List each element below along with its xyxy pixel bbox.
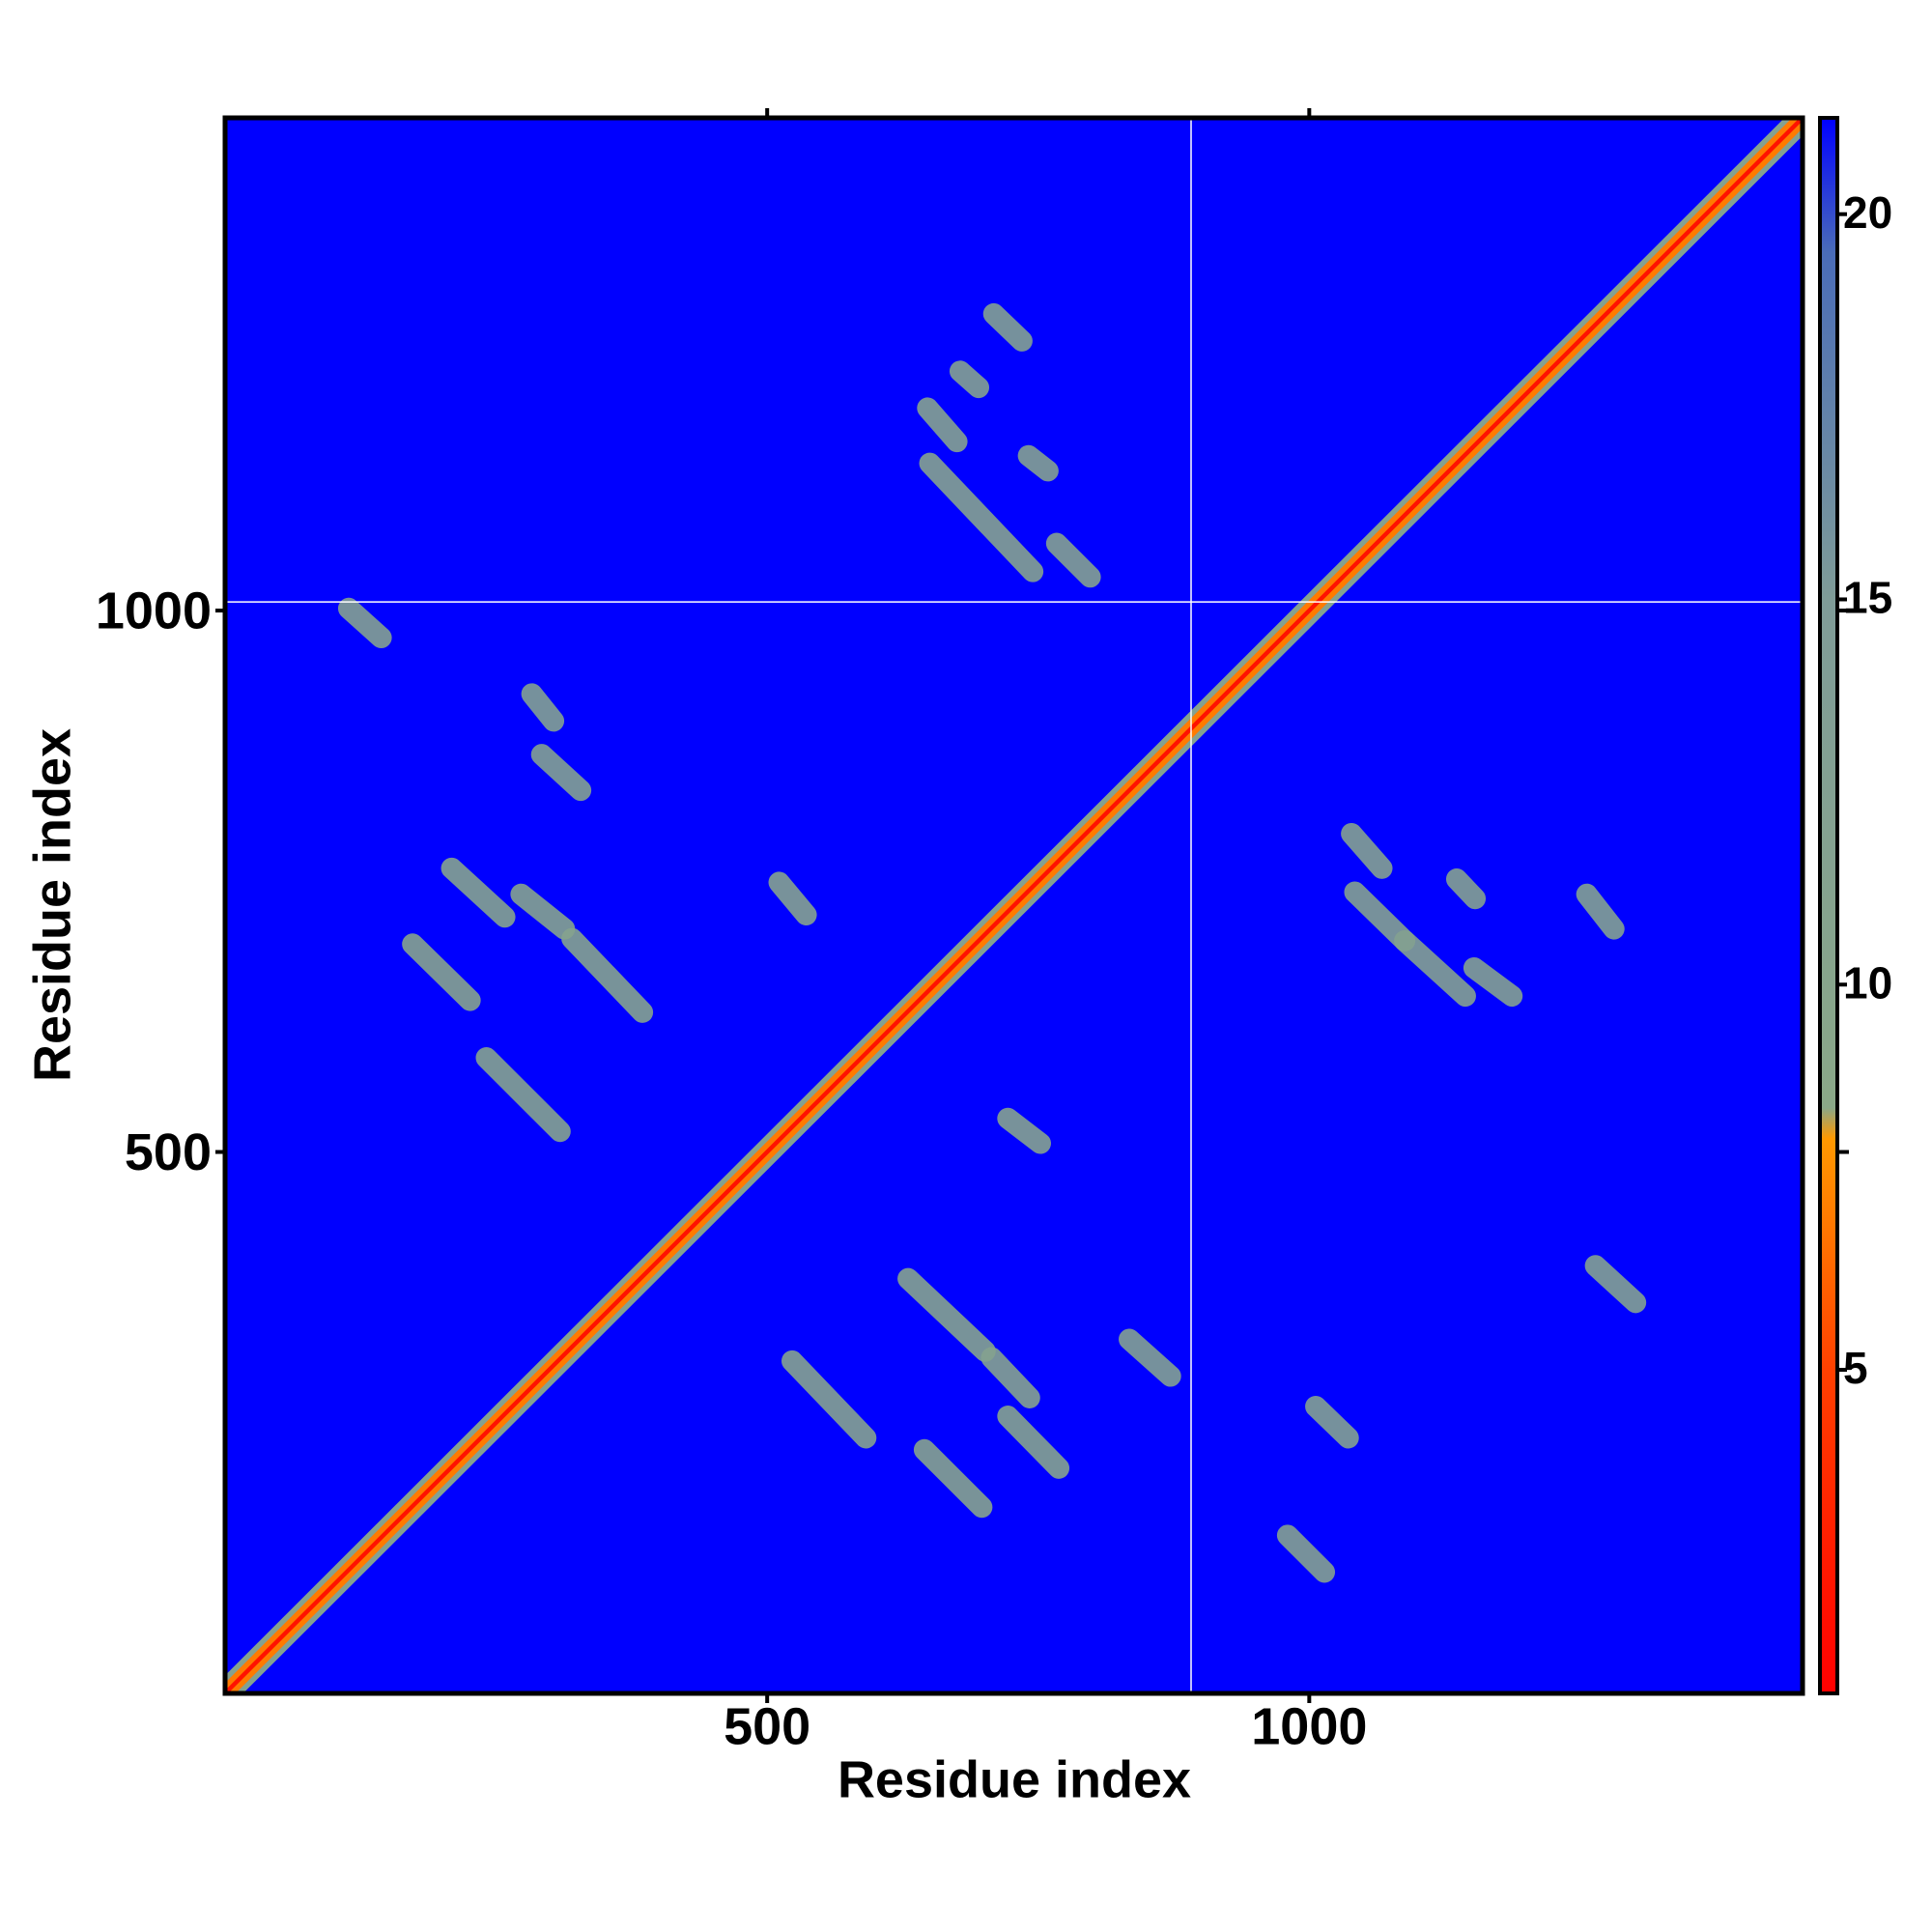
contact-streak xyxy=(982,302,1033,352)
diagonal-band xyxy=(225,118,1803,1693)
contact-streak xyxy=(1017,444,1059,482)
x-tick-label: 500 xyxy=(724,1697,810,1755)
contact-streak xyxy=(1305,1395,1359,1449)
colorbar-tick-label: 20 xyxy=(1843,187,1892,238)
contact-streak xyxy=(402,933,481,1011)
contact-streak xyxy=(1445,868,1487,910)
colorbar-tick-label: 5 xyxy=(1843,1343,1868,1393)
contact-streak xyxy=(530,744,592,802)
contact-streak xyxy=(1276,1524,1336,1583)
contact-streak xyxy=(1576,883,1625,940)
contact-streak xyxy=(475,1046,571,1143)
contact-streak xyxy=(913,1438,993,1519)
contact-streak xyxy=(561,927,654,1023)
contact-streak xyxy=(768,871,817,926)
contact-streak xyxy=(980,1347,1040,1408)
contact-streak xyxy=(997,1406,1070,1479)
contact-streak xyxy=(917,397,968,453)
contact-streak xyxy=(1394,929,1476,1008)
contact-streak xyxy=(1463,956,1523,1008)
colorbar-tick-label: 15 xyxy=(1843,573,1892,623)
contact-streak xyxy=(1584,1255,1647,1314)
contact-streak xyxy=(949,360,990,399)
contact-streak xyxy=(521,683,565,732)
x-axis-label: Residue index xyxy=(838,1750,1191,1808)
contact-streak xyxy=(440,857,516,928)
colorbar-tick-label: 10 xyxy=(1843,957,1892,1008)
contact-streak xyxy=(781,1350,877,1449)
contact-streak xyxy=(919,452,1044,582)
contact-streak xyxy=(1344,881,1416,952)
contact-streak xyxy=(337,597,392,649)
colorbar xyxy=(1818,116,1839,1695)
y-tick-label: 500 xyxy=(125,1123,212,1181)
x-tick-label: 1000 xyxy=(1251,1697,1367,1755)
contact-streak xyxy=(1119,1328,1181,1387)
y-axis-label: Residue index xyxy=(23,728,81,1082)
plot-area xyxy=(225,118,1803,1693)
contact-streak xyxy=(897,1267,996,1362)
contact-streak xyxy=(510,883,576,940)
plot-frame xyxy=(222,115,1805,1696)
contact-streak xyxy=(1341,822,1393,879)
y-tick-label: 1000 xyxy=(96,582,212,639)
contact-streak xyxy=(997,1107,1051,1154)
contact-streak xyxy=(1045,532,1101,588)
